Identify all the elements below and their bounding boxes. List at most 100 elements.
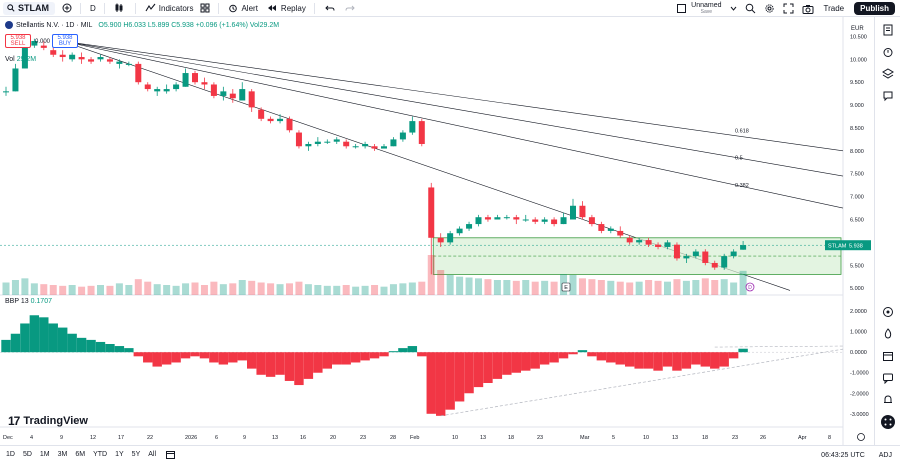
bbp-bar xyxy=(473,352,484,388)
search-icon[interactable] xyxy=(745,3,756,14)
buy-button[interactable]: 5.938 BUY xyxy=(52,34,78,48)
candle xyxy=(210,82,217,99)
bbp-bar xyxy=(209,352,219,363)
candle-body xyxy=(12,68,19,92)
volume-bar xyxy=(276,284,284,295)
legend-high: H6.033 xyxy=(123,21,146,29)
hotlists-icon[interactable] xyxy=(881,327,895,341)
volume-bar xyxy=(720,279,728,295)
interval-button[interactable]: D xyxy=(90,4,96,13)
volume-bar xyxy=(427,255,435,295)
bbp-bar xyxy=(426,352,436,414)
replay-button[interactable]: Replay xyxy=(267,3,306,13)
legend-title[interactable]: Stellantis N.V. · 1D · MIL xyxy=(16,21,93,29)
candle-body xyxy=(267,118,274,122)
candle xyxy=(314,137,321,147)
adjust-toggle[interactable]: ADJ xyxy=(878,451,892,459)
sell-button[interactable]: 5.938 SELL xyxy=(5,34,31,48)
bbp-bar xyxy=(530,352,540,369)
camera-icon[interactable] xyxy=(802,4,814,14)
alarm-icon[interactable] xyxy=(881,45,895,59)
layout-name[interactable]: Unnamed Save xyxy=(691,2,721,16)
candle xyxy=(154,86,161,96)
timeframe-ytd[interactable]: YTD xyxy=(93,451,108,458)
candle-body xyxy=(343,141,350,147)
goto-date-icon[interactable] xyxy=(166,450,176,459)
candle xyxy=(466,221,473,231)
candle xyxy=(579,201,586,220)
layers-icon[interactable] xyxy=(881,67,895,81)
bbp-bar xyxy=(20,323,30,353)
price-axis-tick: 5.000 xyxy=(850,286,864,292)
compare-button[interactable] xyxy=(62,3,72,13)
bell-icon[interactable] xyxy=(881,393,895,407)
candle-body xyxy=(220,91,227,96)
bbp-bar xyxy=(606,352,616,363)
calendar-icon[interactable] xyxy=(881,349,895,363)
candle xyxy=(59,50,66,62)
chart-canvas[interactable]: 0.618 0.5 0.382 EUR 10.500 10.000 9.500 9.000 8.… xyxy=(0,17,874,445)
undo-button[interactable] xyxy=(325,4,335,13)
volume-legend-label: Vol xyxy=(5,56,15,63)
apps-grid-icon[interactable] xyxy=(881,415,895,429)
redo-button[interactable] xyxy=(345,4,355,13)
target-icon[interactable] xyxy=(881,305,895,319)
volume-bar xyxy=(106,285,114,295)
chevron-down-icon[interactable] xyxy=(730,6,737,11)
candle xyxy=(702,249,709,266)
chart-type-button[interactable] xyxy=(114,3,127,13)
spread-value: 0.000 xyxy=(35,39,51,45)
bbp-trend-line xyxy=(440,348,844,417)
fullscreen-icon[interactable] xyxy=(783,3,794,14)
candle xyxy=(541,217,548,225)
time-axis-tick: 10 xyxy=(452,435,458,441)
candle-body xyxy=(314,141,321,144)
timeframe-3m[interactable]: 3M xyxy=(57,451,68,458)
volume-bar xyxy=(664,281,671,295)
bbp-bar xyxy=(587,352,597,357)
bbp-bar xyxy=(502,352,512,375)
time-axis-tick: Apr xyxy=(798,435,807,441)
timeframe-5y[interactable]: 5Y xyxy=(131,451,141,458)
timeframe-all[interactable]: All xyxy=(148,451,157,458)
candle-body xyxy=(31,41,38,46)
publish-button[interactable]: Publish xyxy=(854,2,895,15)
volume-legend[interactable]: Vol 29.2M xyxy=(5,56,36,63)
legend-low: L5.899 xyxy=(147,21,170,29)
bbp-bar xyxy=(95,341,106,353)
last-price-symbol: STLAM xyxy=(828,243,847,249)
candle xyxy=(305,141,312,151)
tradingview-logo[interactable]: 17 TradingView xyxy=(8,414,88,428)
timeframe-1m[interactable]: 1M xyxy=(39,451,50,458)
ideas-icon[interactable] xyxy=(881,89,895,103)
volume-bar xyxy=(267,283,275,295)
alert-button[interactable]: Alert xyxy=(228,3,258,13)
bbp-bar xyxy=(511,352,521,373)
candle-body xyxy=(645,240,652,245)
chat-icon[interactable] xyxy=(881,371,895,385)
layout-square-icon[interactable] xyxy=(677,4,687,13)
gear-icon[interactable] xyxy=(764,3,775,14)
candle xyxy=(324,139,331,144)
candle-body xyxy=(494,217,501,220)
timeframe-5d[interactable]: 5D xyxy=(22,451,32,458)
time-axis-tick: 13 xyxy=(272,435,278,441)
candle xyxy=(286,116,293,133)
watchlist-icon[interactable] xyxy=(881,23,895,37)
timeframe-6m[interactable]: 6M xyxy=(75,451,86,458)
symbol-search[interactable]: STLAM xyxy=(3,1,55,15)
dividend-badge xyxy=(745,282,755,292)
trade-button[interactable]: Trade xyxy=(823,4,845,13)
timeframe-1y[interactable]: 1Y xyxy=(115,451,124,458)
candle-body xyxy=(447,233,454,243)
timeframe-1d[interactable]: 1D xyxy=(6,451,15,458)
templates-button[interactable] xyxy=(200,3,210,13)
candle-body xyxy=(503,217,510,219)
bbp-bar xyxy=(39,317,49,353)
legend-volume: Vol29.2M xyxy=(249,21,280,29)
clock-time[interactable]: 06:43:25 UTC xyxy=(821,451,865,459)
bbp-legend[interactable]: BBP 13 0.1707 xyxy=(5,298,52,305)
volume-bar xyxy=(673,279,681,295)
indicators-button[interactable]: Indicators xyxy=(145,3,193,13)
earnings-badge xyxy=(561,282,571,292)
